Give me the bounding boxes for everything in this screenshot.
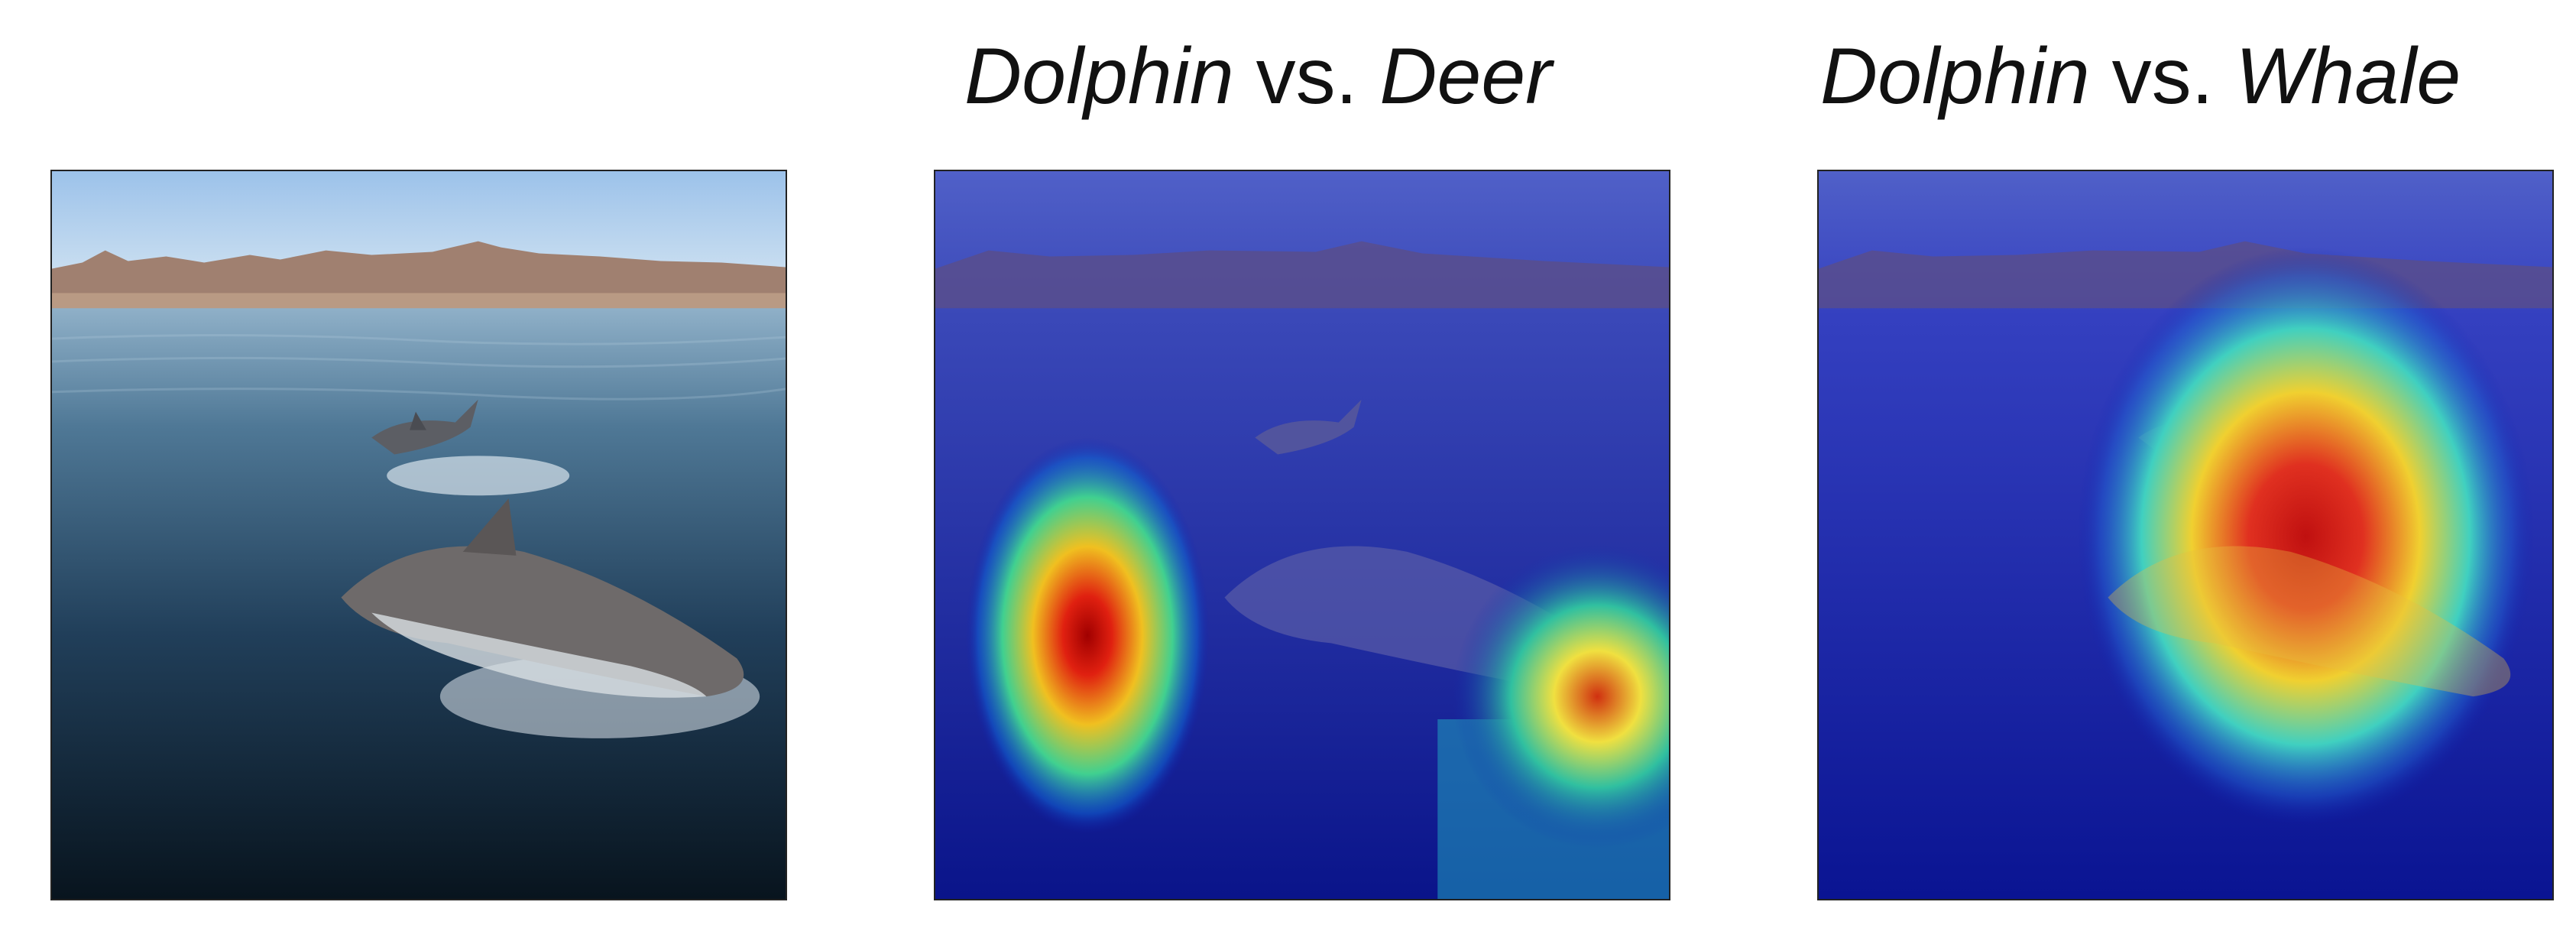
title-dolphin-vs-deer: Dolphin vs. Deer bbox=[964, 23, 1591, 130]
title-class-b: Whale bbox=[2235, 32, 2461, 121]
heatmap-overlay-whale bbox=[1819, 171, 2552, 899]
original-image-panel bbox=[50, 170, 787, 900]
title-class-a: Dolphin bbox=[1820, 32, 2090, 121]
title-class-a: Dolphin bbox=[964, 32, 1234, 121]
title-vs: vs. bbox=[2089, 32, 2236, 121]
title-dolphin-vs-whale: Dolphin vs. Whale bbox=[1820, 23, 2508, 130]
heatmap-overlay-deer bbox=[935, 171, 1669, 899]
heatmap-panel-deer bbox=[934, 170, 1670, 900]
title-class-b: Deer bbox=[1379, 32, 1552, 121]
title-vs: vs. bbox=[1233, 32, 1380, 121]
dolphin-photo bbox=[52, 171, 786, 899]
y-axis-ticks bbox=[50, 171, 52, 899]
heatmap-panel-whale bbox=[1817, 170, 2554, 900]
